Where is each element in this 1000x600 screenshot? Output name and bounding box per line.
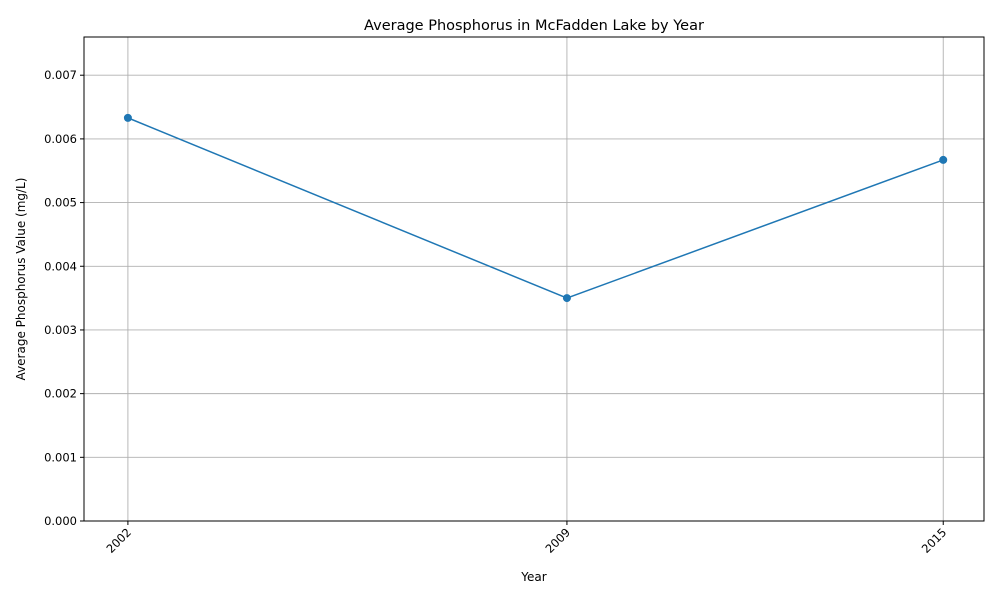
series-line — [127, 117, 944, 299]
plot-area-frame — [83, 36, 985, 522]
y-tick-label: 0.003 — [44, 323, 77, 337]
x-axis-label: Year — [520, 570, 546, 584]
y-tick-label: 0.004 — [44, 259, 77, 273]
y-tick-label: 0.002 — [44, 387, 77, 401]
y-axis-label: Average Phosphorus Value (mg/L) — [14, 178, 28, 381]
y-tick-label: 0.001 — [44, 450, 77, 464]
x-tick-label: 2015 — [919, 525, 950, 556]
y-axis-ticks: 0.000 0.001 0.002 0.003 0.004 0.005 0.006 0.007 — [44, 68, 84, 528]
data-point-2002 — [123, 113, 132, 122]
data-point-2015 — [939, 155, 948, 164]
chart-title: Average Phosphorus in McFadden Lake by Y… — [364, 18, 704, 34]
y-tick-label: 0.005 — [44, 196, 77, 210]
y-tick-label: 0.000 — [44, 514, 77, 528]
x-axis-ticks: 2002 2009 2015 — [103, 521, 949, 556]
data-point-2009 — [562, 294, 571, 303]
y-tick-label: 0.006 — [44, 132, 77, 146]
x-tick-label: 2009 — [542, 525, 573, 556]
series-layer — [123, 113, 948, 303]
grid-layer — [84, 37, 984, 522]
x-tick-label: 2002 — [103, 525, 134, 556]
y-tick-label: 0.007 — [44, 68, 77, 82]
